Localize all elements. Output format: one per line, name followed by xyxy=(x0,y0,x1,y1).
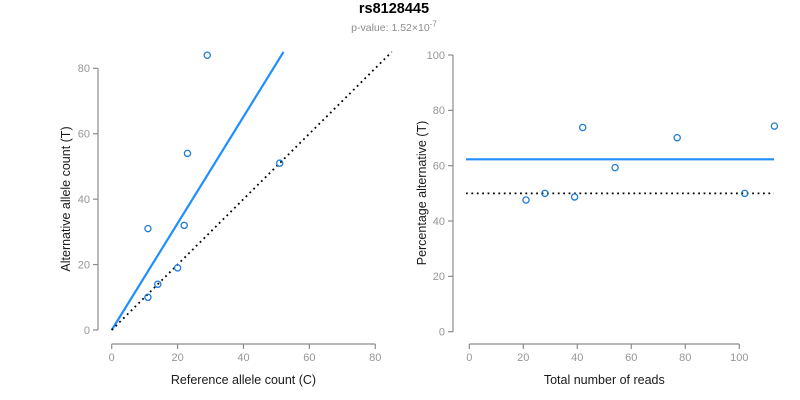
x-tick-label: 80 xyxy=(679,352,691,364)
right-x-axis-label: Total number of reads xyxy=(544,373,665,387)
data-point xyxy=(275,159,284,167)
pvalue-text: p-value: 1.52×10 xyxy=(351,22,430,34)
data-point xyxy=(522,196,530,204)
data-point xyxy=(183,149,192,158)
data-point xyxy=(203,51,211,59)
x-tick-label: 0 xyxy=(466,352,472,364)
x-tick-label: 0 xyxy=(109,352,115,364)
left-x-axis-label: Reference allele count (C) xyxy=(171,373,316,387)
x-tick-label: 20 xyxy=(171,352,183,364)
data-point xyxy=(673,133,681,142)
x-tick-label: 80 xyxy=(369,352,381,364)
y-tick-label: 60 xyxy=(433,160,445,172)
data-point xyxy=(740,189,749,198)
right-y-axis-label: Percentage alternative (T) xyxy=(415,121,429,266)
fit-line xyxy=(110,51,285,331)
data-point xyxy=(180,221,188,230)
y-tick-label: 80 xyxy=(78,63,90,75)
y-tick-label: 0 xyxy=(84,325,90,337)
x-tick-label: 100 xyxy=(730,352,748,364)
y-tick-label: 40 xyxy=(433,216,445,228)
data-point xyxy=(173,264,182,272)
data-point xyxy=(570,193,579,201)
data-point xyxy=(578,123,587,132)
identity-line xyxy=(111,51,393,331)
y-tick-label: 20 xyxy=(78,259,90,271)
pvalue-subtitle: p-value: 1.52×10-7 xyxy=(351,20,437,35)
left-scatter-panel: 0 20 40 60 80 0 20 40 60 80 Reference allele coun… xyxy=(59,51,393,387)
data-point xyxy=(541,189,549,198)
y-tick-label: 20 xyxy=(433,271,445,283)
data-point xyxy=(611,163,619,172)
data-point xyxy=(154,280,162,288)
y-tick-label: 0 xyxy=(439,327,445,339)
data-point xyxy=(770,122,779,130)
y-tick-label: 100 xyxy=(427,50,445,62)
data-point xyxy=(144,224,152,233)
y-tick-label: 40 xyxy=(78,194,90,206)
data-point xyxy=(144,293,152,302)
y-tick-label: 60 xyxy=(78,129,90,141)
x-tick-label: 20 xyxy=(517,352,529,364)
x-tick-label: 40 xyxy=(571,352,583,364)
left-panel-geometry: 0 20 40 60 80 0 20 40 60 80 xyxy=(78,51,393,364)
right-panel-geometry: 0 20 40 60 80 100 0 20 40 60 80 100 xyxy=(427,50,779,364)
x-tick-label: 60 xyxy=(625,352,637,364)
x-tick-label: 60 xyxy=(303,352,315,364)
page-title: rs8128445 xyxy=(359,1,429,17)
right-scatter-panel: 0 20 40 60 80 100 0 20 40 60 80 100 Total number of… xyxy=(415,50,779,387)
y-tick-label: 80 xyxy=(433,105,445,117)
x-tick-label: 40 xyxy=(237,352,249,364)
left-y-axis-label: Alternative allele count (T) xyxy=(59,126,73,271)
pvalue-exponent: -7 xyxy=(430,20,438,29)
